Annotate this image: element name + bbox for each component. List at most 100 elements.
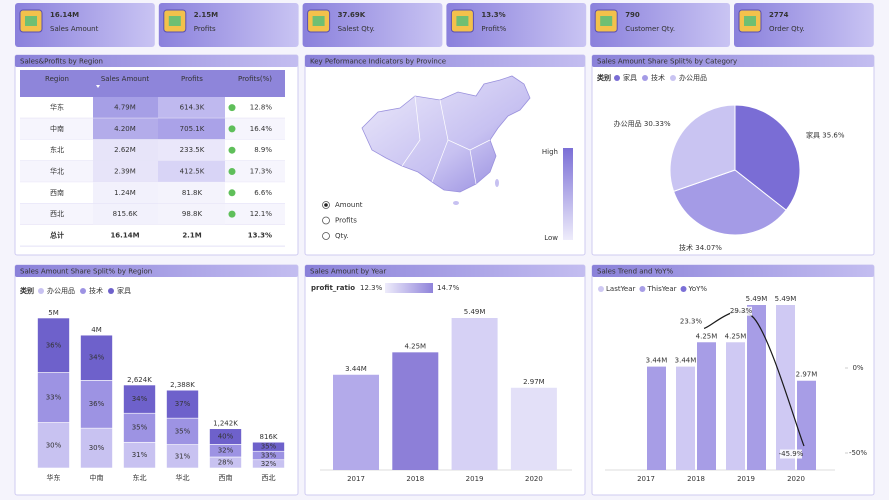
table-cell: 614.3K bbox=[180, 104, 205, 112]
segment-label: 34% bbox=[132, 395, 148, 403]
panel-header bbox=[592, 265, 874, 277]
bar-segment bbox=[252, 441, 285, 452]
cell-shade bbox=[93, 118, 158, 140]
cell-shade bbox=[158, 182, 225, 204]
table-header: Sales Amount bbox=[101, 75, 150, 83]
bar bbox=[747, 305, 766, 470]
kpi-icon-detail bbox=[312, 16, 325, 26]
radio-button[interactable] bbox=[322, 232, 330, 240]
yoy-label-bg bbox=[780, 449, 802, 459]
legend-label: 技术 bbox=[651, 73, 665, 82]
panel-header bbox=[15, 55, 298, 67]
kpi-card bbox=[734, 3, 874, 47]
segment-label: 37% bbox=[175, 400, 191, 408]
segment-label: 36% bbox=[46, 341, 62, 349]
pie-slice bbox=[672, 169, 787, 236]
cell-shade bbox=[158, 203, 225, 225]
color-scale-min: 12.3% bbox=[360, 284, 383, 292]
kpi-card bbox=[302, 3, 443, 47]
color-scale-bar bbox=[385, 283, 433, 293]
table-cell: 6.6% bbox=[254, 189, 272, 197]
bar-segment bbox=[209, 428, 242, 445]
pie-label-value: 30.33% bbox=[644, 120, 671, 128]
color-scale-max: 14.7% bbox=[437, 284, 460, 292]
sort-icon bbox=[96, 85, 100, 88]
bar bbox=[392, 352, 439, 470]
cell-shade bbox=[158, 160, 225, 183]
legend-dot bbox=[680, 286, 687, 292]
segment-label: 35% bbox=[132, 424, 148, 432]
x-tick-label: 中南 bbox=[90, 473, 104, 482]
kpi-label: Salest Qty. bbox=[338, 25, 375, 33]
panel-title: Sales Trend and YoY% bbox=[597, 268, 674, 276]
x-tick-label: 2018 bbox=[406, 475, 424, 483]
kpi-card bbox=[590, 3, 730, 47]
bar-label: 5.49M bbox=[746, 295, 768, 303]
panel-header bbox=[15, 265, 298, 277]
map-legend-low: Low bbox=[544, 234, 558, 242]
bar-label: 5.49M bbox=[464, 308, 486, 316]
x-tick-label: 2019 bbox=[466, 475, 484, 483]
segment-label: 40% bbox=[218, 433, 234, 441]
color-scale-title: profit_ratio bbox=[311, 284, 355, 292]
segment-label: 33% bbox=[46, 394, 62, 402]
table-cell: 12.8% bbox=[250, 104, 273, 112]
pie-label-value: 35.6% bbox=[822, 131, 845, 139]
x-tick-label: 2017 bbox=[347, 475, 365, 483]
bar bbox=[697, 342, 716, 470]
bar-label: 4.25M bbox=[696, 332, 718, 340]
table-cell: 2.1M bbox=[182, 231, 201, 239]
legend-dot bbox=[670, 75, 676, 81]
hainan bbox=[453, 201, 459, 205]
total-label: 816K bbox=[260, 433, 278, 441]
legend-title: 类别 bbox=[20, 286, 34, 295]
table-cell: 西北 bbox=[50, 210, 64, 218]
segment-label: 31% bbox=[175, 452, 191, 460]
table-cell: 705.1K bbox=[180, 125, 205, 133]
bar bbox=[647, 366, 666, 470]
segment-label: 30% bbox=[46, 441, 62, 449]
legend-label: 办公用品 bbox=[47, 286, 75, 295]
bar-label: 5.49M bbox=[775, 295, 797, 303]
x-tick-label: 2020 bbox=[525, 475, 543, 483]
radio-button[interactable] bbox=[322, 216, 330, 225]
x-tick-label: 2018 bbox=[687, 475, 705, 483]
table-cell: 西南 bbox=[50, 188, 64, 197]
table-cell: 2.39M bbox=[114, 168, 136, 176]
radio-dot bbox=[324, 203, 328, 207]
segment-label: 31% bbox=[132, 451, 148, 459]
pie-slice bbox=[734, 104, 801, 211]
bar-label: 3.44M bbox=[345, 365, 367, 373]
kpi-value: 790 bbox=[625, 11, 640, 19]
x-tick-label: 华东 bbox=[47, 473, 61, 482]
cell-shade bbox=[93, 97, 158, 119]
legend-dot bbox=[642, 75, 648, 81]
segment-label: 30% bbox=[89, 444, 105, 452]
kpi-card bbox=[446, 3, 587, 47]
cell-shade bbox=[93, 139, 158, 161]
table-cell: 华东 bbox=[50, 103, 64, 112]
segment-label: 35% bbox=[175, 427, 191, 435]
total-label: 2,624K bbox=[127, 376, 152, 384]
yoy-label: 23.3% bbox=[680, 317, 703, 325]
panel-title: Sales Amount by Year bbox=[310, 268, 386, 276]
kpi-value: 2.15M bbox=[194, 11, 218, 19]
status-dot bbox=[228, 125, 236, 133]
cell-shade bbox=[93, 182, 158, 204]
bar-segment bbox=[80, 380, 113, 429]
pie-label: 家具 35.6% bbox=[806, 130, 845, 139]
table-header: Profits(%) bbox=[238, 75, 272, 83]
bar-label: 3.44M bbox=[675, 357, 697, 365]
bar-segment bbox=[37, 372, 70, 423]
kpi-value: 2774 bbox=[769, 11, 789, 19]
segment-label: 33% bbox=[261, 451, 277, 459]
map-legend-high: High bbox=[542, 148, 558, 156]
status-dot bbox=[228, 210, 236, 218]
panel-header bbox=[592, 55, 874, 67]
bar-segment bbox=[166, 417, 199, 445]
bar bbox=[726, 342, 745, 470]
legend-title: 类别 bbox=[597, 73, 611, 82]
radio-label: Profits bbox=[335, 217, 357, 225]
bar-segment bbox=[166, 389, 199, 419]
